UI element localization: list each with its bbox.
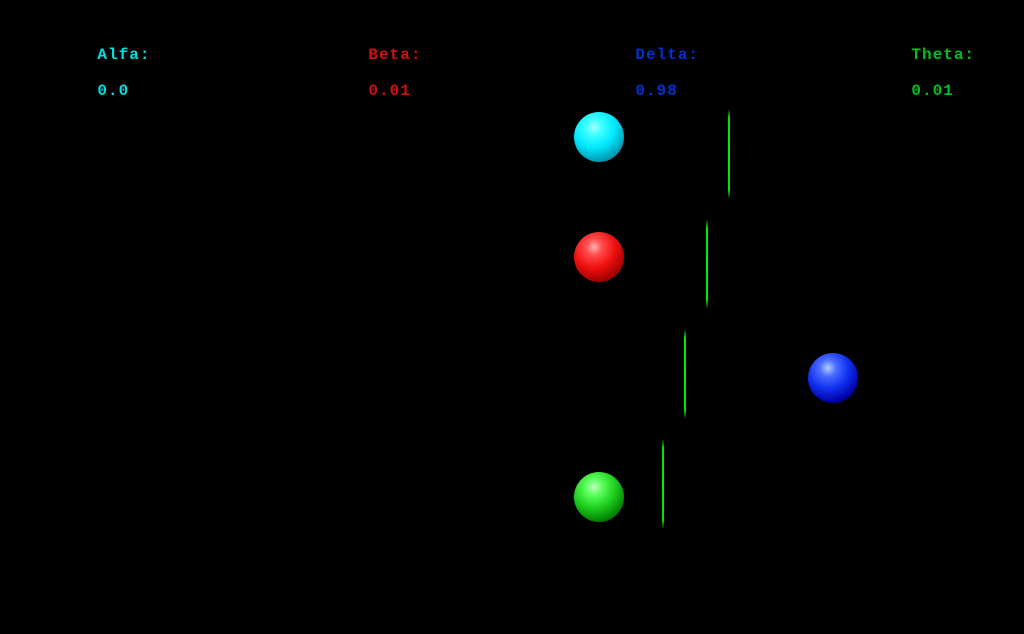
vline-alfa — [728, 109, 730, 199]
vline-delta — [684, 329, 686, 419]
vline-theta — [662, 439, 664, 529]
alfa-sphere — [574, 112, 624, 162]
theta-sphere — [574, 472, 624, 522]
scene-3d — [0, 0, 1024, 634]
delta-sphere — [808, 353, 858, 403]
beta-sphere — [574, 232, 624, 282]
vline-beta — [706, 219, 708, 309]
